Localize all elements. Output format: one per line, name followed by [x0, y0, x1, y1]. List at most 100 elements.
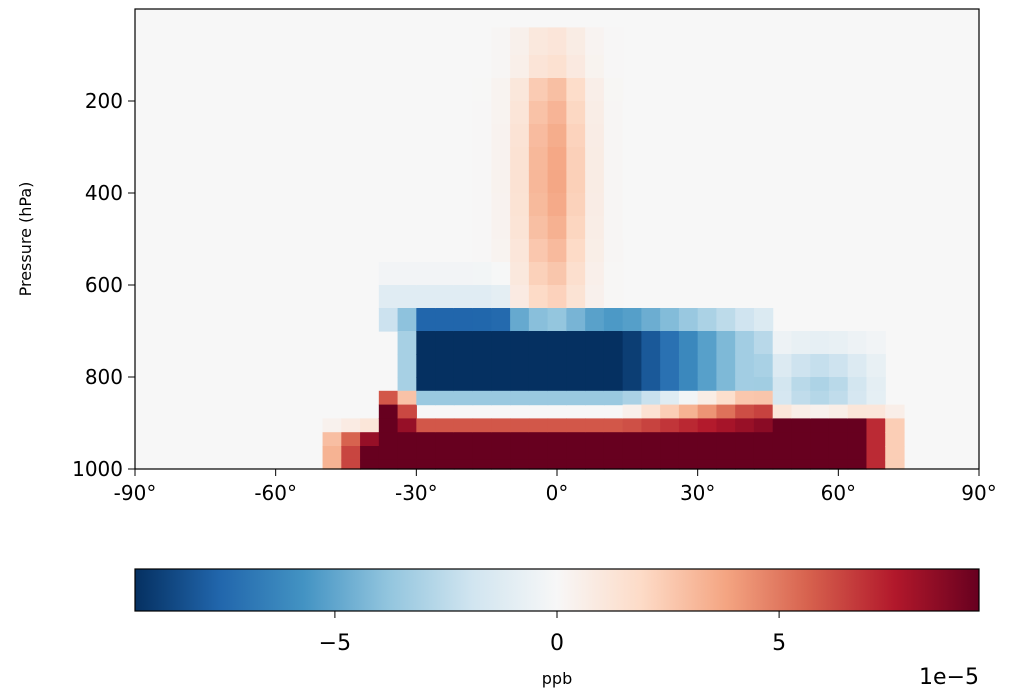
heatmap-cell — [603, 390, 624, 406]
heatmap-cell — [416, 418, 436, 433]
heatmap-cell — [435, 418, 455, 433]
heatmap-cell — [566, 193, 586, 217]
heatmap-cell — [397, 331, 417, 355]
heatmap-cell — [641, 404, 661, 419]
heatmap-cell — [622, 377, 642, 392]
heatmap-cell — [453, 285, 474, 309]
heatmap-cell — [753, 308, 774, 332]
heatmap-cell — [697, 404, 718, 419]
colorbar-tick-label: 5 — [772, 631, 786, 656]
heatmap-cell — [566, 308, 586, 332]
heatmap-cell — [791, 459, 811, 470]
heatmap-cell — [472, 446, 492, 461]
heatmap-cell — [716, 404, 736, 419]
heatmap-cell — [472, 390, 492, 406]
heatmap-cell — [603, 78, 624, 102]
heatmap-cell — [528, 78, 549, 102]
heatmap-cell — [435, 459, 455, 470]
heatmap-cell — [566, 124, 586, 148]
heatmap-cell — [435, 354, 455, 378]
heatmap-cell — [716, 432, 736, 447]
colorbar-offset-text: 1e−5 — [919, 665, 979, 690]
heatmap-cell — [566, 147, 586, 171]
heatmap-cell — [435, 308, 455, 332]
heatmap-cell — [510, 239, 530, 263]
heatmap-cell — [885, 446, 905, 461]
heatmap-cell — [585, 216, 605, 240]
heatmap-cell — [510, 101, 530, 125]
heatmap-cell — [847, 390, 868, 406]
heatmap-cell — [510, 285, 530, 309]
heatmap-cell — [528, 170, 549, 194]
heatmap-cell — [641, 459, 661, 470]
heatmap-cell — [510, 193, 530, 217]
heatmap-cell — [453, 331, 474, 355]
heatmap-cell — [622, 418, 642, 433]
heatmap-cell — [566, 331, 586, 355]
heatmap-cell — [472, 285, 492, 309]
heatmap-cell — [397, 354, 417, 378]
heatmap-cell — [510, 147, 530, 171]
heatmap-cell — [585, 124, 605, 148]
colorbar: −5 0 5 ppb 1e−5 — [134, 568, 980, 690]
heatmap-cell — [566, 78, 586, 102]
heatmap-cell — [453, 354, 474, 378]
heatmap-cell — [810, 446, 830, 461]
heatmap-cell — [416, 331, 436, 355]
heatmap-cell — [585, 101, 605, 125]
heatmap-cell — [397, 404, 417, 419]
heatmap-cell — [810, 390, 830, 406]
heatmap-cell — [847, 404, 868, 419]
heatmap-cell — [866, 331, 886, 355]
y-tick-label: 400 — [85, 181, 123, 205]
heatmap-cell — [528, 101, 549, 125]
heatmap-cell — [772, 404, 793, 419]
heatmap-cell — [416, 262, 436, 286]
heatmap-cell — [453, 390, 474, 406]
heatmap-cell — [528, 216, 549, 240]
heatmap-cell — [566, 446, 586, 461]
heatmap-cell — [678, 446, 699, 461]
heatmap-cell — [528, 390, 549, 406]
heatmap-cell — [547, 418, 567, 433]
heatmap-cell — [397, 262, 417, 286]
heatmap-cell — [866, 390, 886, 406]
heatmap-cell — [716, 418, 736, 433]
heatmap-cell — [585, 390, 605, 406]
heatmap-cell — [547, 170, 567, 194]
heatmap-cell — [566, 262, 586, 286]
heatmap-cell — [847, 377, 868, 392]
heatmap-cell — [641, 308, 661, 332]
heatmap-cell — [866, 459, 886, 470]
heatmap-cell — [547, 147, 567, 171]
heatmap-cell — [453, 262, 474, 286]
heatmap-cell — [828, 459, 849, 470]
heatmap-cell — [772, 354, 793, 378]
heatmap-cell — [641, 331, 661, 355]
heatmap-cell — [528, 418, 549, 433]
heatmap-cell — [528, 285, 549, 309]
x-tick-label: -60° — [254, 481, 297, 505]
heatmap-cell — [828, 354, 849, 378]
heatmap-cell — [435, 446, 455, 461]
heatmap-cell — [566, 27, 586, 56]
heatmap-cell — [772, 459, 793, 470]
heatmap-cell — [753, 331, 774, 355]
heatmap-cell — [528, 262, 549, 286]
heatmap-cell — [435, 377, 455, 392]
heatmap-cell — [547, 377, 567, 392]
heatmap-cell — [472, 101, 492, 125]
heatmap-cell — [416, 459, 436, 470]
heatmap-cell — [547, 308, 567, 332]
heatmap-cell — [491, 193, 511, 217]
heatmap-cell — [472, 331, 492, 355]
heatmap-cell — [491, 27, 511, 56]
heatmap-cell — [885, 418, 905, 433]
heatmap-cell — [453, 377, 474, 392]
heatmap-cell — [791, 432, 811, 447]
heatmap-cell — [528, 377, 549, 392]
heatmap-cell — [735, 418, 755, 433]
heatmap-cell — [453, 446, 474, 461]
y-axis: 200 400 600 800 1000 — [72, 89, 135, 481]
heatmap-cell — [378, 459, 399, 470]
